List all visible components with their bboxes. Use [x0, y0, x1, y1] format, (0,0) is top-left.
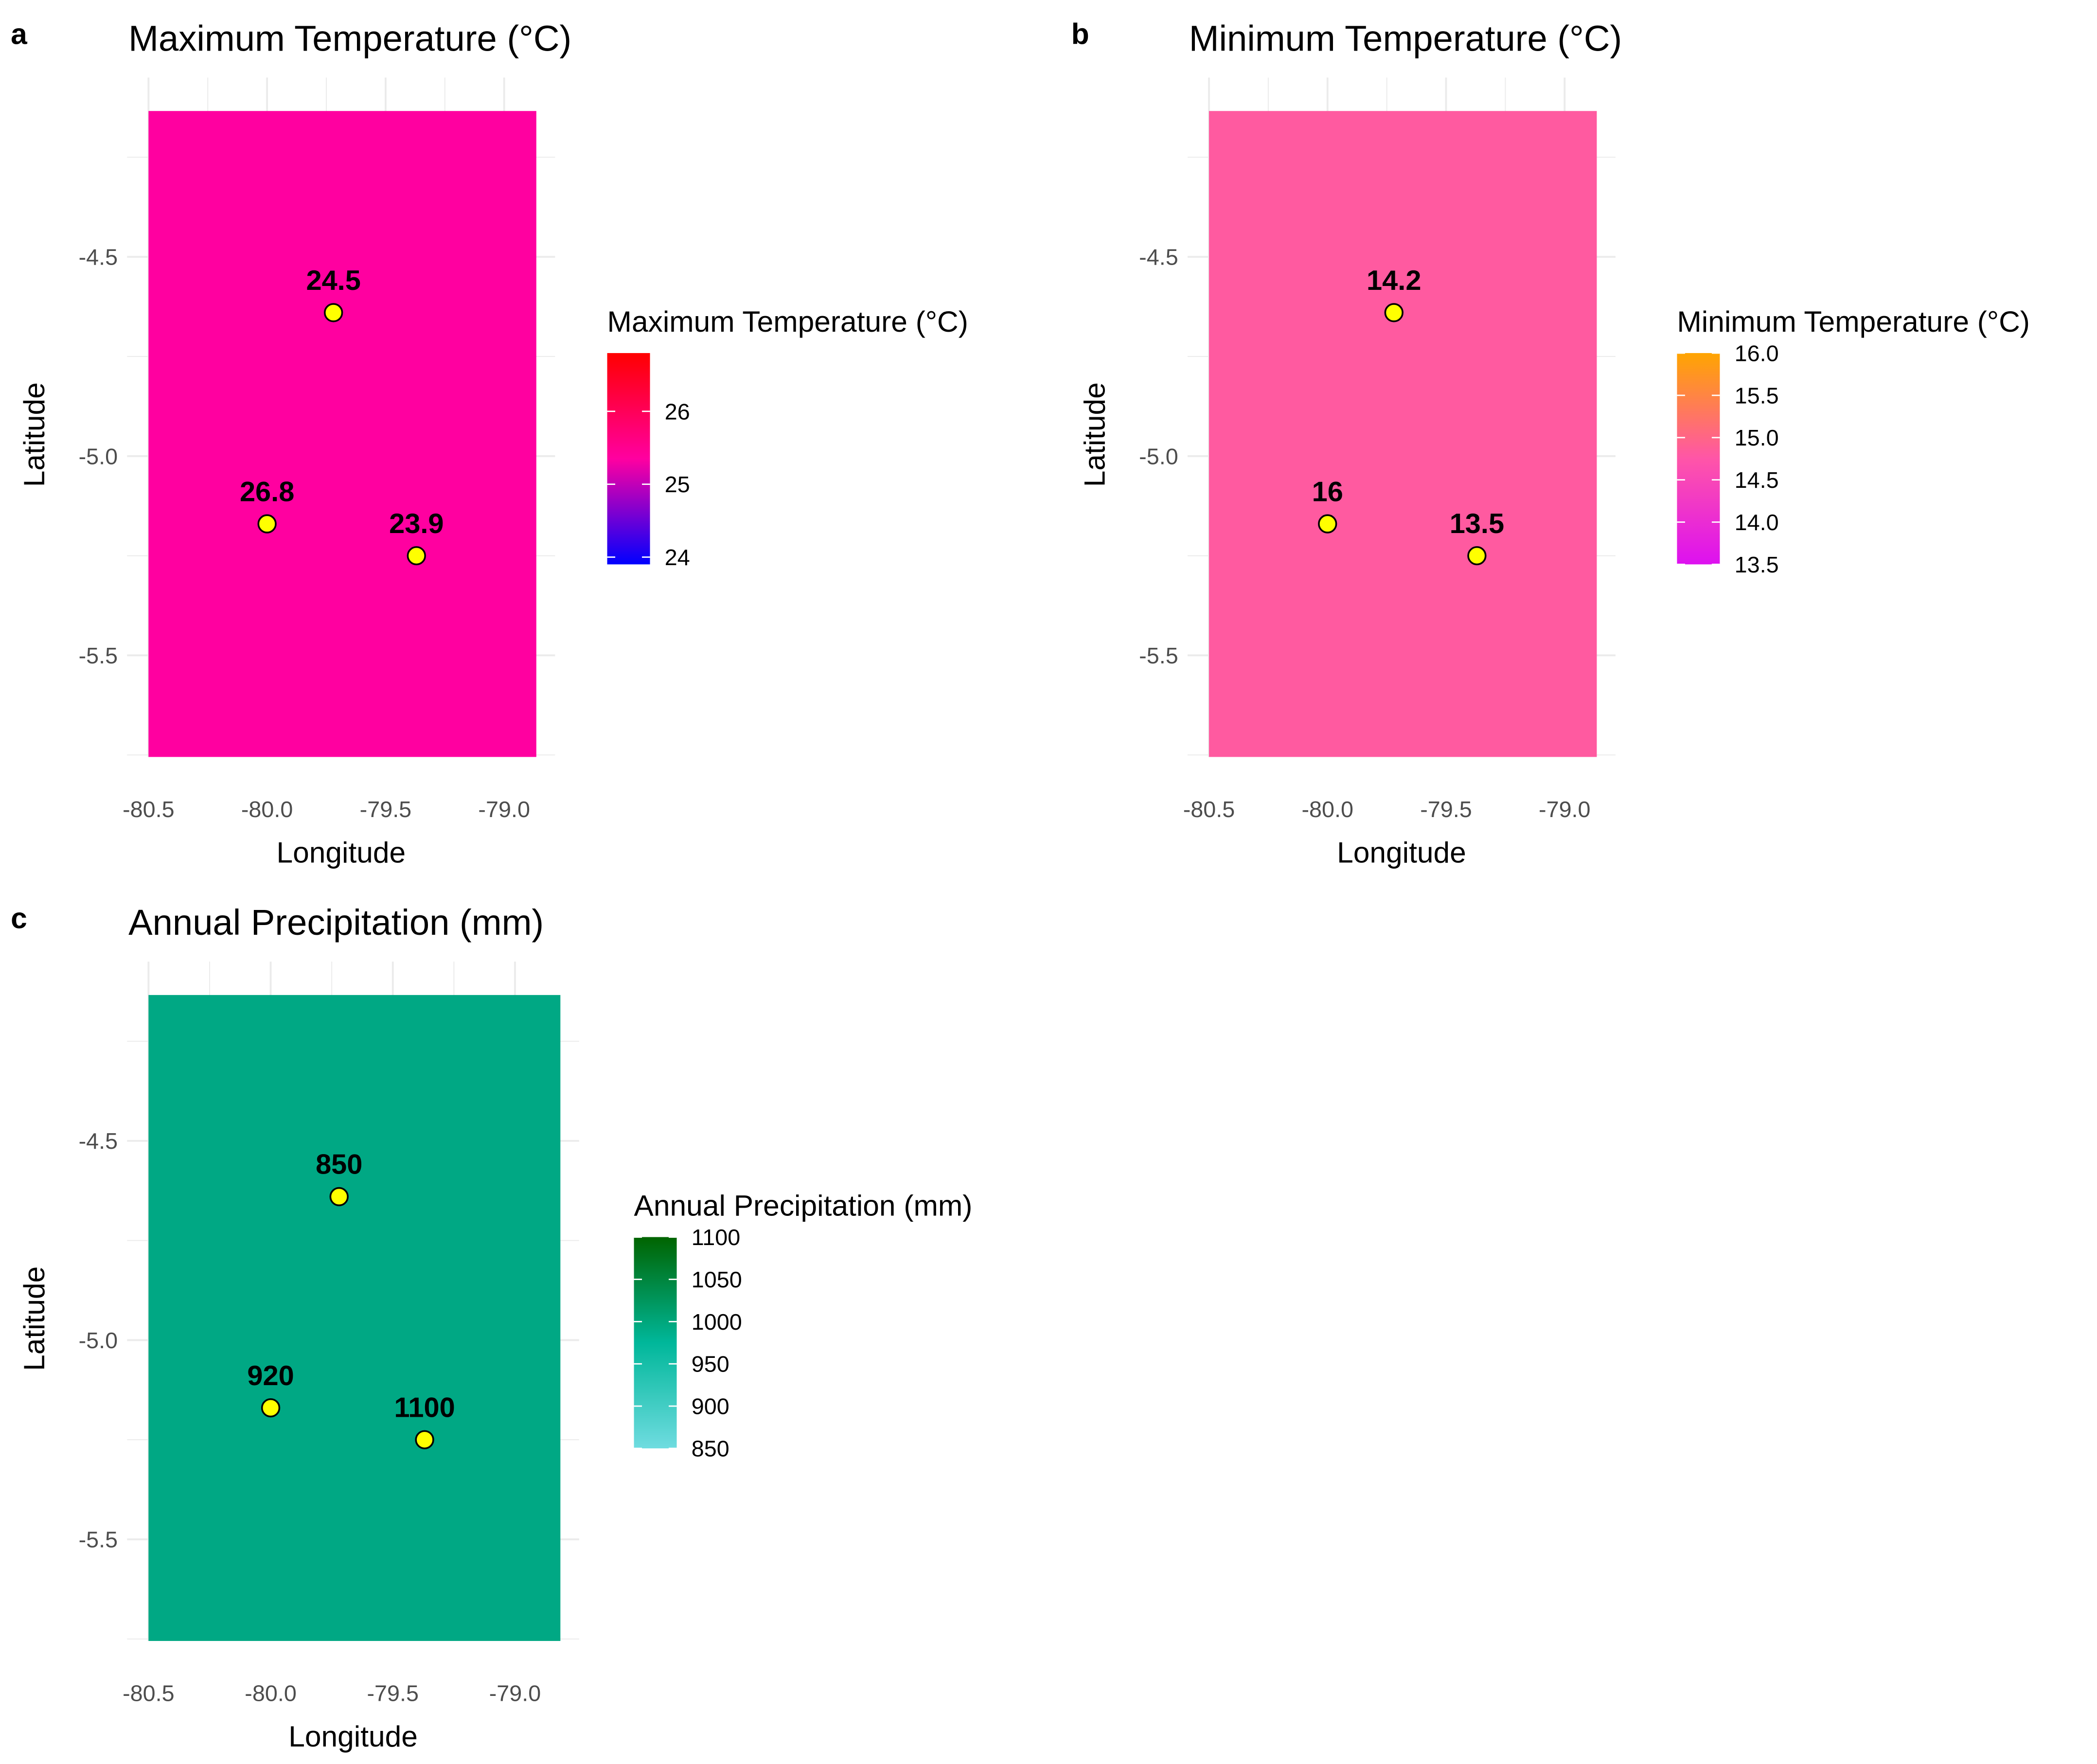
- legend-tick-label: 15.0: [1735, 425, 1779, 450]
- legend-colorbar: [1677, 353, 1720, 565]
- y-tick-label: -5.5: [79, 1527, 118, 1552]
- station-point: [1384, 303, 1404, 322]
- x-tick-label: -79.0: [489, 1681, 541, 1706]
- panel-tag: b: [1071, 18, 1089, 51]
- x-tick-label: -80.5: [1183, 797, 1235, 822]
- y-axis-title: Latitude: [1078, 382, 1111, 487]
- legend-tick-label: 13.5: [1735, 552, 1779, 577]
- x-tick-label: -79.5: [367, 1681, 419, 1706]
- panel-tag: c: [11, 901, 27, 934]
- y-tick-label: -5.0: [79, 444, 118, 469]
- station-value-label: 1100: [394, 1392, 455, 1424]
- x-tick-label: -80.0: [1301, 797, 1353, 822]
- station-value-label: 850: [316, 1149, 362, 1180]
- y-tick-label: -4.5: [1139, 245, 1178, 270]
- x-tick-label: -79.0: [1539, 797, 1591, 822]
- x-axis-title: Longitude: [288, 1720, 418, 1753]
- legend-tick-label: 26: [665, 399, 690, 424]
- station-point: [323, 303, 343, 322]
- raster-tile: [1208, 111, 1597, 757]
- legend-tick-label: 950: [692, 1352, 729, 1377]
- y-tick-label: -5.5: [1139, 643, 1178, 668]
- x-axis-title: Longitude: [1337, 836, 1466, 869]
- legend-tick-label: 16.0: [1735, 340, 1779, 366]
- y-tick-label: -5.5: [79, 643, 118, 668]
- raster-tile: [148, 995, 561, 1641]
- y-tick-label: -4.5: [79, 1128, 118, 1154]
- x-tick-label: -80.5: [123, 1681, 175, 1706]
- x-tick-label: -80.0: [245, 1681, 297, 1706]
- station-point: [415, 1430, 434, 1449]
- legend-title: Maximum Temperature (°C): [607, 305, 968, 338]
- station-point: [407, 546, 426, 566]
- y-axis-title: Latitude: [18, 1266, 51, 1371]
- station-value-label: 920: [247, 1360, 294, 1391]
- legend-tick-label: 15.5: [1735, 383, 1779, 408]
- panel-title: Maximum Temperature (°C): [128, 18, 571, 58]
- y-tick-label: -5.0: [79, 1328, 118, 1353]
- station-value-label: 14.2: [1367, 265, 1421, 296]
- x-tick-label: -79.0: [478, 797, 530, 822]
- legend-tick-label: 1050: [692, 1267, 742, 1292]
- station-value-label: 26.8: [240, 476, 294, 507]
- legend-tick-label: 850: [692, 1436, 729, 1461]
- x-tick-label: -79.5: [360, 797, 412, 822]
- legend-tick-label: 24: [665, 545, 690, 570]
- legend-tick-label: 1100: [692, 1225, 741, 1250]
- station-value-label: 13.5: [1450, 508, 1504, 539]
- x-tick-label: -79.5: [1420, 797, 1472, 822]
- panel-title: Minimum Temperature (°C): [1189, 18, 1622, 58]
- station-value-label: 24.5: [306, 265, 360, 296]
- station-value-label: 16: [1312, 476, 1343, 507]
- legend-title: Annual Precipitation (mm): [634, 1189, 973, 1222]
- x-tick-label: -80.5: [123, 797, 175, 822]
- station-point: [1318, 514, 1337, 534]
- panel-c: -80.5 -80.0 -79.5 -79.0 -4.5 -5.0 -5.5 Longitud…: [11, 901, 972, 1753]
- station-point: [261, 1398, 281, 1418]
- station-value-label: 23.9: [389, 508, 444, 539]
- station-point: [1467, 546, 1487, 566]
- legend-tick-label: 14.0: [1735, 510, 1779, 535]
- legend-colorbar: [634, 1237, 677, 1449]
- legend-tick-label: 25: [665, 472, 690, 497]
- station-point: [257, 514, 277, 534]
- panel-title: Annual Precipitation (mm): [128, 902, 544, 943]
- panel-a: -80.5 -80.0 -79.5 -79.0 -4.5 -5.0 -5.5 Longitud…: [11, 18, 968, 869]
- y-axis-title: Latitude: [18, 382, 51, 487]
- x-axis-title: Longitude: [276, 836, 406, 869]
- legend-tick-label: 14.5: [1735, 467, 1779, 493]
- raster-tile: [148, 111, 536, 757]
- legend-colorbar: [607, 353, 650, 565]
- y-tick-label: -4.5: [79, 245, 118, 270]
- legend-tick-label: 900: [692, 1394, 729, 1419]
- station-point: [329, 1187, 349, 1207]
- legend-title: Minimum Temperature (°C): [1677, 305, 2030, 338]
- x-tick-label: -80.0: [241, 797, 293, 822]
- legend-tick-label: 1000: [692, 1309, 742, 1335]
- panel-b: -80.5 -80.0 -79.5 -79.0 -4.5 -5.0 -5.5 Longitud…: [1071, 18, 2030, 869]
- panel-tag: a: [11, 18, 28, 51]
- y-tick-label: -5.0: [1139, 444, 1178, 469]
